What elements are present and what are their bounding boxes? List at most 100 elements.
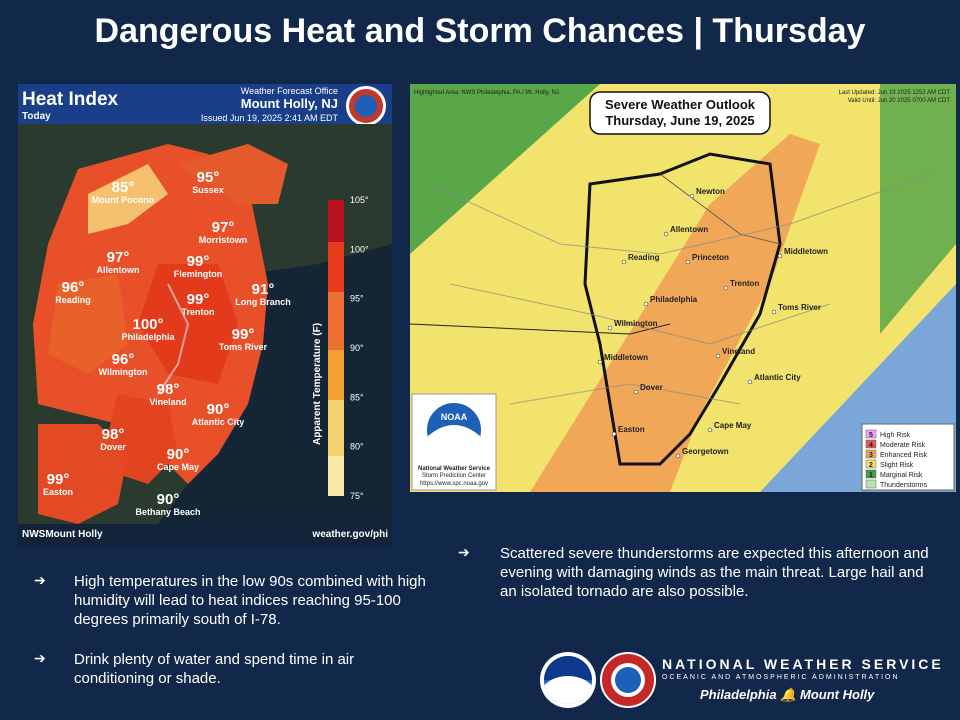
city-dot xyxy=(607,325,613,331)
heat-city-label: Reading xyxy=(55,295,91,305)
website-link[interactable]: weather.gov/phi xyxy=(312,529,388,540)
heat-temp-label: 96° xyxy=(62,279,85,296)
scale-tick-label: 75° xyxy=(350,491,364,501)
outlook-city-label: Newton xyxy=(696,187,725,196)
scale-tick-label: 80° xyxy=(350,442,364,452)
heat-city-label: Toms River xyxy=(219,342,268,352)
heat-city-label: Dover xyxy=(100,442,126,452)
heat-header: Heat Index Today Weather Forecast Office… xyxy=(18,84,392,126)
legend-swatch xyxy=(865,429,877,439)
legend-number: 2 xyxy=(869,462,873,469)
heat-city-label: Easton xyxy=(43,487,73,497)
city-dot xyxy=(771,309,777,315)
outlook-city-label: Allentown xyxy=(670,225,708,234)
legend-swatch xyxy=(865,449,877,459)
heat-city-label: Sussex xyxy=(192,185,224,195)
outlook-city-label: Dover xyxy=(640,383,663,392)
heat-temp-label: 91° xyxy=(252,281,275,298)
heat-city-label: Vineland xyxy=(149,397,186,407)
heat-city-label: Mount Pocono xyxy=(92,195,155,205)
heat-temp-label: 97° xyxy=(212,219,235,236)
scale-title: Apparent Temperature (F) xyxy=(312,323,323,445)
noaa-logo-icon xyxy=(540,652,596,708)
outlook-city-label: Vineland xyxy=(722,347,755,356)
heat-city-label: Flemington xyxy=(174,269,223,279)
heat-temp-label: 90° xyxy=(207,401,230,418)
legend-number: 4 xyxy=(869,442,873,449)
arrow-icon: ➔ xyxy=(34,650,46,666)
heat-temp-label: 96° xyxy=(112,351,135,368)
city-dot xyxy=(747,379,753,385)
city-dot xyxy=(633,389,639,395)
outlook-city-label: Middletown xyxy=(604,353,648,362)
heat-temp-label: 90° xyxy=(157,491,180,508)
heat-subtitle: Today xyxy=(22,111,51,122)
heat-temp-label: 99° xyxy=(232,326,255,343)
heat-city-label: Long Branch xyxy=(235,297,291,307)
heat-city-label: Philadelphia xyxy=(121,332,175,342)
legend-label: High Risk xyxy=(880,432,910,439)
outlook-city-label: Atlantic City xyxy=(754,373,801,382)
spc-caption-1: National Weather Service xyxy=(418,466,491,472)
office-label: Weather Forecast Office xyxy=(240,86,338,96)
spc-caption-2: Storm Prediction Center xyxy=(422,473,486,479)
severe-outlook-map: Highlighted Area: NWS Philadelphia, PA /… xyxy=(410,84,956,492)
nws-logo-icon xyxy=(346,86,386,126)
legend-swatch xyxy=(865,479,877,489)
city-dot xyxy=(689,193,695,199)
city-dot xyxy=(685,259,691,265)
valid-until: Valid Until: Jun 20 2025 0700 AM CDT xyxy=(848,98,951,104)
nws-name: NATIONAL WEATHER SERVICE xyxy=(662,656,944,672)
nws-subtitle: OCEANIC AND ATMOSPHERIC ADMINISTRATION xyxy=(662,674,900,681)
arrow-icon: ➔ xyxy=(458,544,470,560)
heat-footer: NWSMount Holly weather.gov/phi xyxy=(18,524,392,546)
city-dot xyxy=(723,285,729,291)
outlook-city-label: Easton xyxy=(618,425,645,434)
last-updated: Last Updated: Jun 19 2025 1252 AM CDT xyxy=(839,90,951,96)
legend-swatch xyxy=(865,469,877,479)
nws-branding: NATIONAL WEATHER SERVICE OCEANIC AND ATM… xyxy=(662,656,944,703)
heat-city-label: Cape May xyxy=(157,462,199,472)
city-dot xyxy=(597,359,603,365)
heat-temp-label: 98° xyxy=(102,426,125,443)
legend-label: Moderate Risk xyxy=(880,442,926,449)
social-handle[interactable]: NWSMount Holly xyxy=(22,529,103,540)
legend-label: Marginal Risk xyxy=(880,472,923,479)
heat-city-label: Atlantic City xyxy=(192,417,245,427)
city-dot xyxy=(643,301,649,307)
outlook-city-label: Cape May xyxy=(714,421,752,430)
outlook-city-label: Wilmington xyxy=(614,319,658,328)
outlook-city-label: Georgetown xyxy=(682,447,729,456)
city-dot xyxy=(621,259,627,265)
legend-number: 1 xyxy=(869,472,873,479)
heat-city-label: Wilmington xyxy=(99,367,148,377)
noaa-logo-text: NOAA xyxy=(441,412,468,422)
nws-logo-icon xyxy=(600,652,656,708)
arrow-icon: ➔ xyxy=(34,572,46,588)
scale-tick-label: 90° xyxy=(350,343,364,353)
scale-tick-label: 100° xyxy=(350,244,369,254)
city-dot xyxy=(777,253,783,259)
heat-temp-label: 99° xyxy=(47,471,70,488)
outlook-city-label: Princeton xyxy=(692,253,729,262)
heat-temp-label: 99° xyxy=(187,291,210,308)
heat-map-graphic: 105°100°95°90°85°80°75° 85°Mount Pocono9… xyxy=(18,124,392,524)
heat-city-label: Morristown xyxy=(199,235,248,245)
highlighted-area: Highlighted Area: NWS Philadelphia, PA /… xyxy=(414,90,559,96)
office-names: Philadelphia 🔔 Mount Holly xyxy=(700,687,875,702)
heat-title: Heat Index xyxy=(22,89,119,110)
heat-temp-label: 100° xyxy=(132,316,163,333)
heat-city-label: Bethany Beach xyxy=(135,507,200,517)
scale-tick-label: 95° xyxy=(350,294,364,304)
outlook-city-label: Reading xyxy=(628,253,660,262)
legend-label: Enhanced Risk xyxy=(880,452,928,459)
outlook-city-label: Trenton xyxy=(730,279,759,288)
spc-caption-3: https://www.spc.noaa.gov xyxy=(420,481,488,487)
city-dot xyxy=(663,231,669,237)
city-dot xyxy=(675,453,681,459)
heat-temp-label: 99° xyxy=(187,253,210,270)
outlook-city-label: Toms River xyxy=(778,303,821,312)
heat-city-label: Allentown xyxy=(97,265,140,275)
city-dot xyxy=(611,431,617,437)
heat-temp-label: 97° xyxy=(107,249,130,266)
